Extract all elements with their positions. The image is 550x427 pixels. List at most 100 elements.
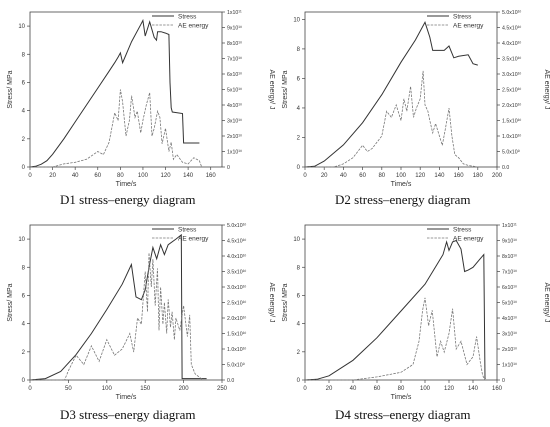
x-axis-label: Time/s xyxy=(391,394,412,401)
x-tick-label: 120 xyxy=(415,173,426,179)
chart-d4: 0 20 40 60 80 100 120 140 160 Time/s 0 2 4 6 8 10 Stress… xyxy=(282,223,550,401)
y-axis-label: Stress/ MPa xyxy=(282,70,289,108)
x-tick-label: 100 xyxy=(138,173,149,179)
caption-d1: D1 stress–energy diagram xyxy=(60,192,196,207)
y2-axis-label: AE energy/ J xyxy=(543,69,550,109)
chart-panel-d4: 0 20 40 60 80 100 120 140 160 Time/s 0 2 4 6 8 10 Stress… xyxy=(275,213,550,427)
x-tick-label: 0 xyxy=(28,386,32,392)
legend-label: Stress xyxy=(453,14,472,21)
x-tick-label: 100 xyxy=(102,386,113,392)
y-tick-label: 8 xyxy=(297,47,301,53)
y2-tick-label: 3x10¹⁰ xyxy=(227,119,242,125)
y2-tick-label: 9x10¹⁰ xyxy=(227,26,242,32)
x-tick-label: 0 xyxy=(28,173,32,179)
x-tick-label: 100 xyxy=(396,173,407,179)
y2-tick-label: 9x10¹⁰ xyxy=(502,239,517,245)
y2-tick-label: 2.5x10¹⁰ xyxy=(227,301,246,307)
y-tick-label: 0 xyxy=(297,165,301,171)
legend-label: Stress xyxy=(453,227,472,234)
series-line-ae-energy xyxy=(30,89,203,168)
chart-d2: 0 20 40 60 80 100 120 140 160 180 200 Time/s 0 2 4 6 8 10… xyxy=(282,10,550,188)
y2-tick-label: 2x10¹⁰ xyxy=(227,134,242,140)
chart-d3: 0 50 100 150 200 250 Time/s 0 2 4 6 8 10 Stress/ MPa 0… xyxy=(7,223,275,401)
y2-tick-label: 4.5x10¹⁰ xyxy=(502,26,521,32)
x-tick-label: 120 xyxy=(444,386,455,392)
x-tick-label: 150 xyxy=(140,386,151,392)
y2-axis-label: AE energy/ J xyxy=(543,282,550,322)
y-axis-label: Stress/ MPa xyxy=(282,283,289,321)
x-tick-label: 40 xyxy=(72,173,79,179)
y2-tick-label: 1x10¹¹ xyxy=(502,223,517,229)
y2-tick-label: 8x10¹⁰ xyxy=(227,41,242,47)
legend-label: AE energy xyxy=(453,236,484,243)
x-tick-label: 160 xyxy=(206,173,217,179)
x-tick-label: 80 xyxy=(117,173,124,179)
y2-tick-label: 0 xyxy=(502,378,505,384)
series-line-ae-energy xyxy=(305,70,478,168)
x-tick-label: 60 xyxy=(374,386,381,392)
y-tick-label: 8 xyxy=(22,52,26,58)
legend-label: Stress xyxy=(178,14,197,21)
series-line-stress xyxy=(304,239,486,381)
legend-label: AE energy xyxy=(178,236,209,243)
x-tick-label: 160 xyxy=(492,386,503,392)
y2-tick-label: 2x10¹⁰ xyxy=(502,347,517,353)
y2-tick-label: 7x10¹⁰ xyxy=(227,57,242,63)
x-tick-label: 20 xyxy=(321,173,328,179)
y2-tick-label: 6x10¹⁰ xyxy=(227,72,242,78)
y-tick-label: 6 xyxy=(297,293,301,299)
y2-tick-label: 4x10¹⁰ xyxy=(502,316,517,322)
y2-tick-label: 4.0x10¹⁰ xyxy=(227,254,246,260)
y2-tick-label: 3.0x10¹⁰ xyxy=(502,72,521,78)
y2-tick-label: 0 xyxy=(227,165,230,171)
y2-axis-label: AE energy/ J xyxy=(268,282,275,322)
x-tick-label: 0 xyxy=(303,386,307,392)
x-tick-label: 0 xyxy=(303,173,307,179)
y-tick-label: 0 xyxy=(22,165,26,171)
x-tick-label: 200 xyxy=(492,173,503,179)
x-tick-label: 120 xyxy=(161,173,172,179)
y-tick-label: 6 xyxy=(22,293,26,299)
y-tick-label: 4 xyxy=(22,322,26,328)
plot-frame xyxy=(304,224,498,381)
plot-frame xyxy=(29,224,223,381)
y2-tick-label: 8x10¹⁰ xyxy=(502,254,517,260)
y-tick-label: 10 xyxy=(18,237,25,243)
caption-d3: D3 stress–energy diagram xyxy=(60,407,196,422)
series-line-ae-energy xyxy=(30,252,204,381)
x-tick-label: 50 xyxy=(65,386,72,392)
y-tick-label: 10 xyxy=(293,17,300,23)
x-tick-label: 80 xyxy=(378,173,385,179)
x-tick-label: 20 xyxy=(326,386,333,392)
y2-tick-label: 4x10¹⁰ xyxy=(227,103,242,109)
caption-d2: D2 stress–energy diagram xyxy=(335,192,471,207)
y-tick-label: 2 xyxy=(297,350,301,356)
x-tick-label: 40 xyxy=(350,386,357,392)
x-tick-label: 60 xyxy=(359,173,366,179)
x-tick-label: 250 xyxy=(217,386,228,392)
y2-tick-label: 5.0x10¹⁰ xyxy=(502,10,521,16)
y-tick-label: 4 xyxy=(297,106,301,112)
caption-d4: D4 stress–energy diagram xyxy=(335,407,471,422)
y-tick-label: 6 xyxy=(297,76,301,82)
series-line-ae-energy xyxy=(305,297,486,381)
y-tick-label: 8 xyxy=(297,265,301,271)
y2-tick-label: 4.5x10¹⁰ xyxy=(227,239,246,245)
y2-tick-label: 1.0x10¹⁰ xyxy=(227,347,246,353)
x-tick-label: 60 xyxy=(94,173,101,179)
y2-tick-label: 1.5x10¹⁰ xyxy=(227,332,246,338)
y2-tick-label: 0.0 xyxy=(227,378,234,384)
y2-tick-label: 1x10¹¹ xyxy=(227,10,242,16)
y2-tick-label: 3x10¹⁰ xyxy=(502,332,517,338)
y2-tick-label: 5.0x10¹⁰ xyxy=(227,223,246,229)
chart-panel-d3: 0 50 100 150 200 250 Time/s 0 2 4 6 8 10 Stress/ MPa 0… xyxy=(0,213,275,427)
chart-panel-d1: 0 20 40 60 80 100 120 140 160 Time/s 0 2 4 6 8 10 Stress… xyxy=(0,0,275,213)
y-tick-label: 2 xyxy=(22,350,26,356)
y-tick-label: 10 xyxy=(18,24,25,30)
y2-tick-label: 5x10¹⁰ xyxy=(502,301,517,307)
y2-tick-label: 4.0x10¹⁰ xyxy=(502,41,521,47)
y-tick-label: 10 xyxy=(293,237,300,243)
y2-tick-label: 1.0x10¹⁰ xyxy=(502,134,521,140)
x-axis-label: Time/s xyxy=(116,181,137,188)
y-tick-label: 8 xyxy=(22,265,26,271)
